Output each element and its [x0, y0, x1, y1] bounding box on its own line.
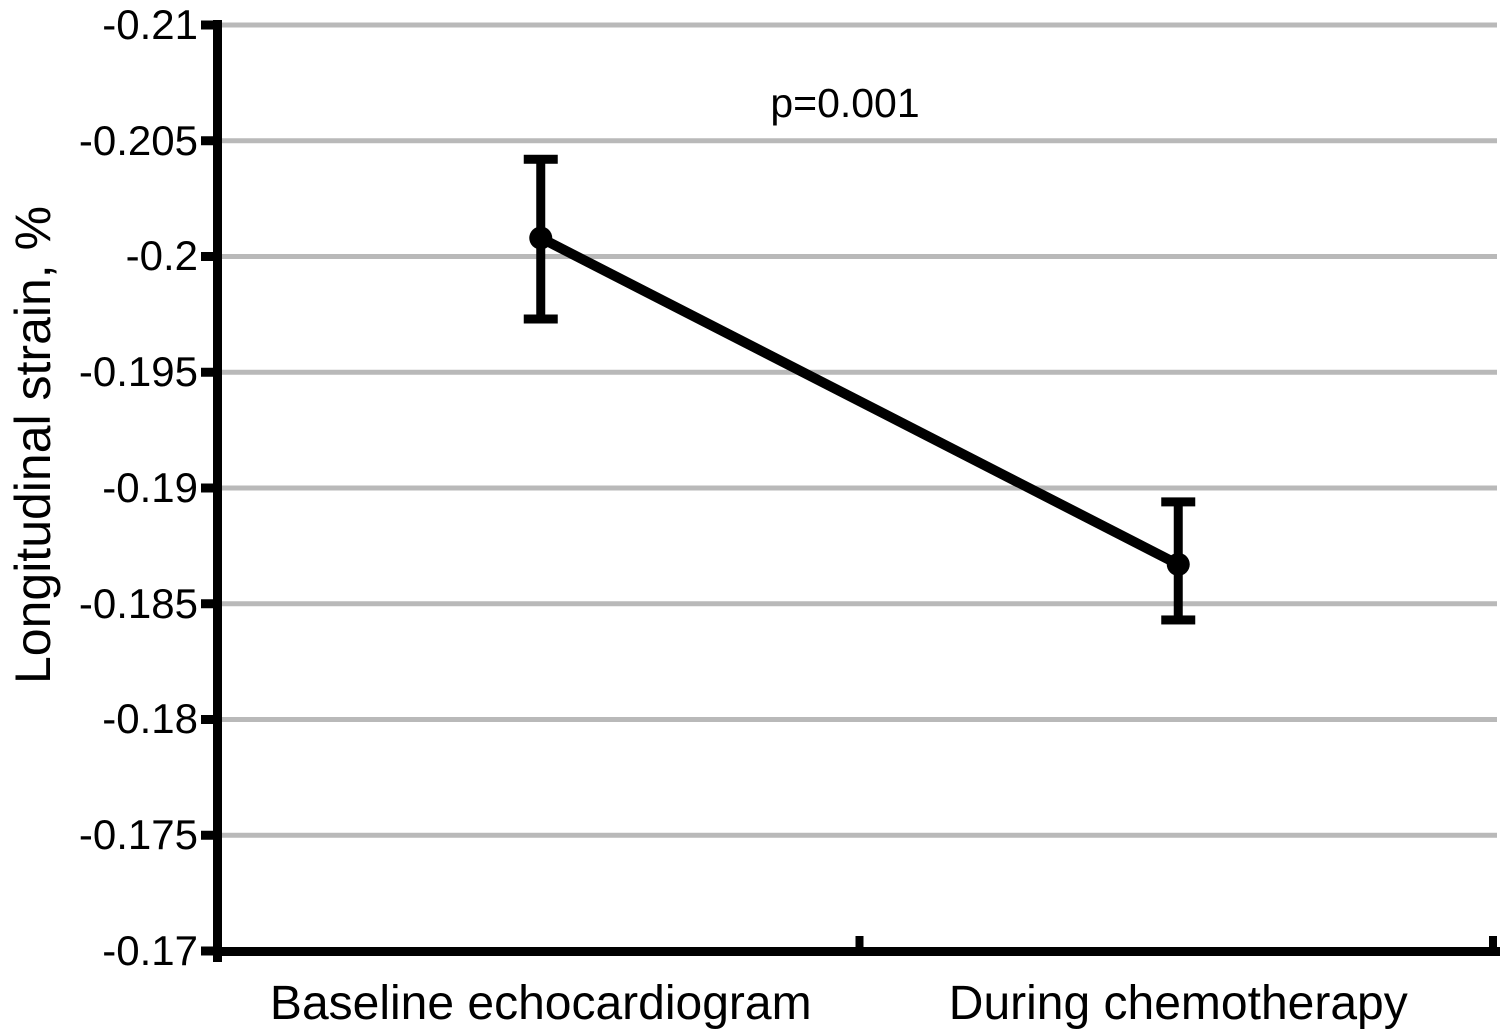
y-tick-label: -0.175 — [78, 811, 198, 858]
data-point-marker — [529, 226, 553, 250]
y-tick-label: -0.18 — [102, 695, 198, 742]
y-tick-label: -0.185 — [78, 580, 198, 627]
y-tick-mark — [201, 599, 214, 609]
x-axis-line — [213, 947, 1500, 956]
y-tick-mark — [201, 483, 214, 493]
gridline — [222, 22, 1497, 28]
y-tick-mark — [201, 830, 214, 840]
y-tick-mark — [201, 715, 214, 724]
error-bar-cap-upper — [523, 154, 558, 164]
p-value-annotation: p=0.001 — [770, 80, 920, 126]
gridline — [222, 485, 1497, 491]
error-bar-cap-upper — [1161, 497, 1196, 507]
y-tick-mark — [201, 136, 214, 146]
y-tick-mark — [201, 367, 214, 377]
gridline — [222, 717, 1497, 722]
y-tick-label: -0.195 — [78, 348, 198, 395]
x-category-label-chemotherapy: During chemotherapy — [948, 977, 1408, 1030]
gridline — [222, 138, 1497, 144]
x-tick-mark — [855, 936, 864, 947]
y-tick-label: -0.19 — [102, 464, 198, 511]
error-bar-cap-lower — [523, 314, 558, 324]
y-axis-line — [213, 20, 222, 962]
y-tick-mark — [201, 946, 214, 956]
gridline — [222, 832, 1497, 838]
y-tick-label: -0.21 — [102, 1, 198, 48]
x-category-label-baseline: Baseline echocardiogram — [269, 977, 812, 1030]
gridline — [222, 601, 1497, 607]
y-tick-label: -0.205 — [78, 117, 198, 164]
trend-line — [538, 233, 1181, 569]
y-tick-mark — [201, 252, 214, 261]
x-tick-mark — [1489, 936, 1497, 947]
data-point-marker — [1166, 552, 1190, 576]
y-tick-mark — [201, 20, 214, 30]
y-tick-label: -0.2 — [125, 232, 198, 279]
gridline — [222, 254, 1497, 259]
y-tick-label: -0.17 — [102, 927, 198, 974]
error-bar-cap-lower — [1161, 615, 1196, 625]
gridline — [222, 369, 1497, 375]
